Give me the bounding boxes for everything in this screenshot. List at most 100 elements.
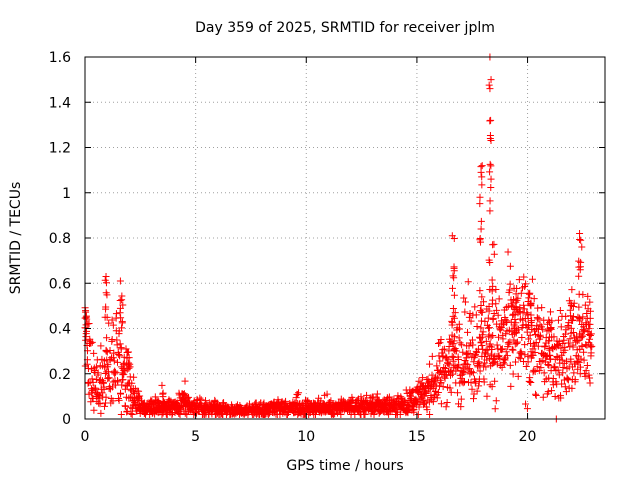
- data-point: [458, 341, 466, 349]
- data-point: [517, 289, 525, 297]
- data-point: [476, 334, 484, 342]
- data-point: [123, 360, 131, 368]
- data-point: [573, 337, 581, 345]
- data-point: [472, 311, 480, 319]
- data-point: [524, 358, 532, 366]
- data-point: [554, 366, 562, 374]
- data-point: [104, 368, 112, 376]
- data-point: [488, 287, 496, 295]
- data-point: [559, 364, 567, 372]
- data-point: [478, 293, 486, 301]
- data-point: [116, 304, 124, 312]
- y-tick-label: 1.2: [49, 141, 71, 157]
- data-point: [506, 262, 514, 270]
- data-point: [548, 387, 556, 395]
- data-point: [481, 317, 489, 325]
- data-point: [113, 358, 121, 366]
- data-point: [486, 117, 494, 125]
- data-point: [90, 349, 98, 357]
- data-point: [101, 370, 109, 378]
- data-point: [509, 346, 517, 354]
- data-point: [449, 272, 457, 280]
- data-point: [102, 289, 110, 297]
- data-point: [457, 395, 465, 403]
- data-point: [182, 399, 190, 407]
- data-point: [449, 305, 457, 313]
- data-point: [478, 181, 486, 189]
- data-point: [496, 325, 504, 333]
- data-point: [557, 323, 565, 331]
- data-point: [564, 321, 572, 329]
- data-point: [179, 395, 187, 403]
- data-point: [410, 406, 418, 414]
- data-point: [437, 336, 445, 344]
- data-point: [556, 307, 564, 315]
- data-point: [490, 358, 498, 366]
- data-point: [450, 274, 458, 282]
- data-point: [469, 369, 477, 377]
- data-point: [498, 345, 506, 353]
- data-point: [115, 396, 123, 404]
- data-point: [583, 362, 591, 370]
- y-tick-label: 0: [62, 412, 71, 428]
- data-point: [576, 317, 584, 325]
- data-point: [523, 405, 531, 413]
- data-point: [586, 332, 594, 340]
- data-point: [509, 310, 517, 318]
- data-point: [502, 348, 510, 356]
- data-point: [464, 278, 472, 286]
- data-point: [159, 399, 167, 407]
- data-point: [88, 338, 96, 346]
- data-point: [102, 346, 110, 354]
- data-point: [578, 343, 586, 351]
- data-point: [109, 397, 117, 405]
- data-point: [460, 294, 468, 302]
- data-point: [445, 361, 453, 369]
- data-point: [588, 342, 596, 350]
- data-point: [426, 360, 434, 368]
- data-point: [523, 309, 531, 317]
- data-point: [532, 339, 540, 347]
- data-point: [117, 314, 125, 322]
- data-point: [363, 391, 371, 399]
- data-point: [118, 292, 126, 300]
- data-point: [524, 314, 532, 322]
- data-point: [452, 367, 460, 375]
- data-point: [512, 326, 520, 334]
- data-point: [540, 369, 548, 377]
- data-point: [494, 311, 502, 319]
- data-point: [114, 378, 122, 386]
- data-point: [537, 333, 545, 341]
- data-point: [516, 349, 524, 357]
- data-point: [183, 410, 191, 418]
- data-point: [586, 320, 594, 328]
- data-point: [102, 279, 110, 287]
- data-point: [323, 403, 331, 411]
- data-point: [415, 403, 423, 411]
- data-point: [570, 369, 578, 377]
- data-point: [526, 378, 534, 386]
- data-point: [446, 384, 454, 392]
- data-point: [397, 394, 405, 402]
- data-point: [445, 342, 453, 350]
- data-point: [323, 390, 331, 398]
- data-point: [456, 325, 464, 333]
- data-point: [580, 356, 588, 364]
- data-point: [112, 310, 120, 318]
- data-point: [292, 394, 300, 402]
- data-point: [448, 319, 456, 327]
- data-point: [577, 236, 585, 244]
- data-point: [490, 250, 498, 258]
- data-point: [477, 301, 485, 309]
- data-point: [534, 342, 542, 350]
- data-point: [517, 355, 525, 363]
- data-point: [488, 383, 496, 391]
- data-point: [85, 320, 93, 328]
- data-point: [461, 298, 469, 306]
- data-point: [492, 397, 500, 405]
- data-point: [83, 315, 91, 323]
- data-point: [535, 367, 543, 375]
- data-point: [471, 303, 479, 311]
- data-point: [487, 76, 495, 84]
- data-point: [539, 325, 547, 333]
